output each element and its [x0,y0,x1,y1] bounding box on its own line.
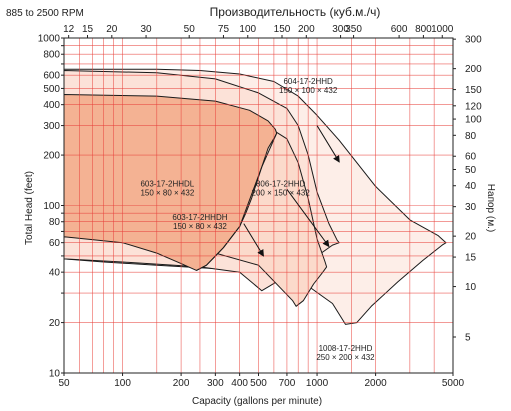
top-tick-label-600: 600 [391,24,408,35]
y-tick-label-200: 200 [43,151,60,162]
curve-label-603-17-2HHDL-line0: 603-17-2HHDL [140,179,194,188]
curve-area-603-17-2HHDH [196,132,278,271]
y-tick-label-80: 80 [49,217,61,228]
y2-axis-label: Напор (м.) [485,184,496,232]
top-tick-label-300: 300 [332,24,349,35]
y-axis-label: Total Head (feet) [24,171,35,245]
top-tick-label-50: 50 [184,24,196,35]
right-tick-label-120: 120 [465,101,482,112]
y-tick-label-40: 40 [49,268,61,279]
top-tick-label-100: 100 [239,24,256,35]
x-tick-label-400: 400 [231,378,248,389]
y-tick-label-10: 10 [49,369,61,380]
x-tick-label-100: 100 [114,378,131,389]
right-tick-label-50: 50 [465,165,477,176]
x-tick-label-1000: 1000 [306,378,329,389]
y-tick-label-60: 60 [49,238,61,249]
top-tick-label-800: 800 [415,24,432,35]
y-tick-label-100: 100 [43,201,60,212]
x-tick-label-700: 700 [279,378,296,389]
x-tick-label-50: 50 [58,378,70,389]
top-tick-label-30: 30 [140,24,152,35]
right-tick-label-40: 40 [465,181,477,192]
curve-label-603-17-2HHDH-line1: 150 × 80 × 432 [173,222,227,231]
y-tick-label-600: 600 [43,71,60,82]
y-tick-label-400: 400 [43,100,60,111]
right-tick-label-5: 5 [465,332,471,343]
arrow-2 [316,125,340,163]
curve-label-1008-17-2HHD-line1: 250 × 200 × 432 [316,353,375,362]
curve-label-806-17-2HHD-line0: 806-17-2HHD [256,179,306,188]
curve-label-603-17-2HHDL-line1: 150 × 80 × 432 [140,188,194,197]
speed-note: 885 to 2500 RPM [6,8,84,19]
y-tick-label-20: 20 [49,318,61,329]
y-tick-label-500: 500 [43,84,60,95]
right-tick-label-30: 30 [465,202,477,213]
x-tick-label-200: 200 [173,378,190,389]
right-tick-label-60: 60 [465,152,477,163]
y-tick-label-1000: 1000 [38,34,61,45]
curve-label-603-17-2HHDH-line0: 603-17-2HHDH [172,213,227,222]
x-tick-label-2000: 2000 [364,378,387,389]
right-tick-label-20: 20 [465,232,477,243]
right-tick-label-150: 150 [465,85,482,96]
curve-label-604-17-2HHD-line0: 604-17-2HHD [283,77,333,86]
top-axis-title: Производительность (куб.м./ч) [210,5,381,19]
arrow-0 [243,223,264,257]
top-tick-label-200: 200 [298,24,315,35]
curve-label-806-17-2HHD-line1: 200 × 150 × 432 [252,188,311,197]
right-tick-label-100: 100 [465,115,482,126]
right-tick-label-15: 15 [465,253,477,264]
x-axis-label: Capacity (gallons per minute) [192,396,322,407]
top-tick-label-350: 350 [345,24,362,35]
right-tick-label-80: 80 [465,131,477,142]
x-tick-label-300: 300 [207,378,224,389]
top-tick-label-1000: 1000 [431,24,454,35]
top-tick-label-150: 150 [274,24,291,35]
top-tick-label-20: 20 [106,24,118,35]
right-tick-label-300: 300 [465,35,482,46]
right-tick-label-200: 200 [465,64,482,75]
top-tick-label-15: 15 [82,24,94,35]
top-tick-label-12: 12 [63,24,75,35]
y-tick-label-800: 800 [43,50,60,61]
curve-label-604-17-2HHD-line1: 150 × 100 × 432 [279,86,338,95]
x-tick-label-5000: 5000 [442,378,465,389]
top-tick-label-75: 75 [218,24,230,35]
arrow-1 [286,188,330,248]
right-tick-label-10: 10 [465,282,477,293]
x-tick-label-500: 500 [250,378,267,389]
curve-label-1008-17-2HHD-line0: 1008-17-2HHD [319,344,373,353]
y-tick-label-300: 300 [43,121,60,132]
